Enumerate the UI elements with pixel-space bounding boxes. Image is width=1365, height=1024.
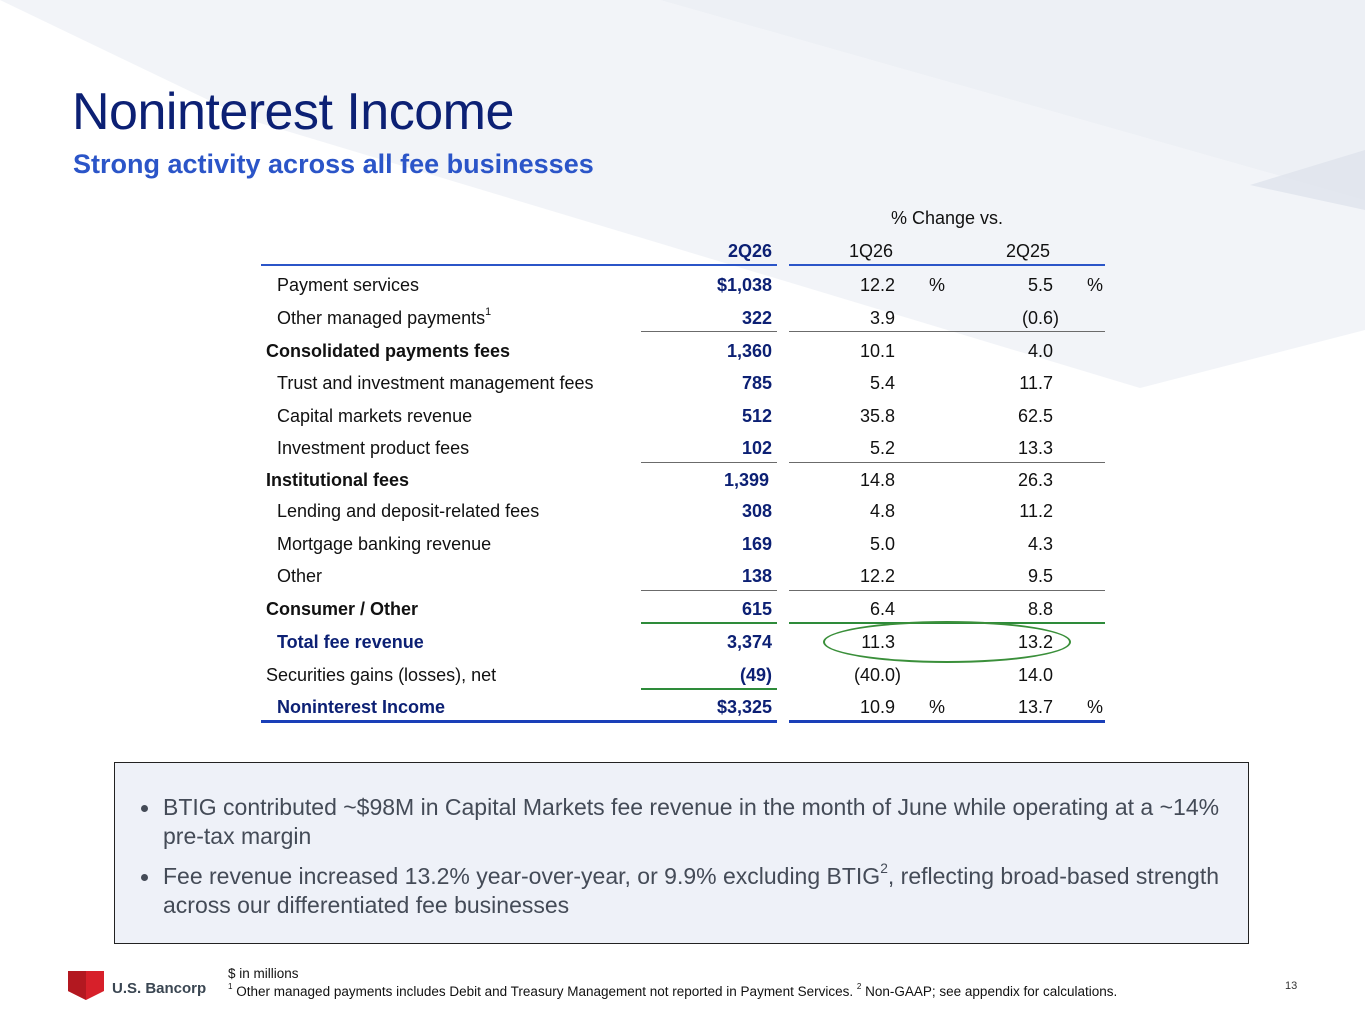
value-2q25-lending-deposit-fees: 11.2 — [1019, 501, 1053, 521]
value-2q25-other: 9.5 — [1027, 566, 1053, 586]
value-2q26-consumer-other: 615 — [741, 599, 772, 619]
row-label-other: Other — [277, 566, 323, 586]
value-2q26-other-managed-payments: 322 — [741, 308, 772, 328]
value-1q26-consolidated-payments-fees: 10.1 — [859, 341, 895, 361]
bottom-rule-left — [261, 720, 777, 723]
header-1q26: 1Q26 — [849, 241, 894, 261]
value-2q25-mortgage-banking-revenue: 4.3 — [1027, 534, 1053, 554]
value-2q26-capital-markets-revenue: 512 — [741, 406, 772, 426]
value-1q26-trust-investment-fees: 5.4 — [869, 373, 895, 393]
value-1q26-mortgage-banking-revenue: 5.0 — [869, 534, 895, 554]
key-point-btig-text: BTIG contributed ~$98M in Capital Market… — [163, 794, 1220, 849]
row-label-institutional-fees: Institutional fees — [266, 470, 410, 490]
value-2q26-consolidated-payments-fees: 1,360 — [726, 341, 772, 361]
value-2q25-investment-product-fees: 13.3 — [1017, 438, 1053, 458]
value-2q26-noninterest-income: $3,325 — [716, 697, 772, 717]
units-note: $ in millions — [228, 966, 299, 981]
value-1q26-investment-product-fees: 5.2 — [869, 438, 895, 458]
row-label-mortgage-banking-revenue: Mortgage banking revenue — [277, 534, 492, 554]
row-label-capital-markets-revenue: Capital markets revenue — [277, 406, 473, 426]
total-fee-highlight-oval — [823, 621, 1071, 663]
value-2q26-trust-investment-fees: 785 — [741, 373, 772, 393]
row-label-securities-gains: Securities gains (losses), net — [266, 665, 497, 685]
bullet-dot-icon — [141, 874, 148, 881]
header-2q25: 2Q25 — [1006, 241, 1051, 261]
noninterest-income-table: % Change vs. 2Q26 1Q26 2Q25 Payment serv… — [261, 208, 1105, 723]
header-rule-right — [789, 264, 1105, 266]
value-2q25-capital-markets-revenue: 62.5 — [1017, 406, 1053, 426]
value-1q26-securities-gains: (40.0) — [853, 665, 901, 685]
rule-noninterest-left — [641, 688, 777, 690]
percent-sign-1q26-total: % — [929, 697, 946, 717]
key-points-callout: BTIG contributed ~$98M in Capital Market… — [114, 762, 1249, 944]
key-point-fee-revenue-text-end: , reflecting broad-based strength across… — [163, 863, 1220, 918]
percent-sign-2q25-total: % — [1087, 697, 1104, 717]
value-1q26-institutional-fees: 14.8 — [859, 470, 895, 490]
value-2q26-lending-deposit-fees: 308 — [741, 501, 772, 521]
page-number: 13 — [1285, 980, 1298, 992]
row-label-consolidated-payments-fees: Consolidated payments fees — [266, 341, 511, 361]
value-2q25-trust-investment-fees: 11.7 — [1019, 373, 1053, 393]
row-label-investment-product-fees: Investment product fees — [277, 438, 470, 458]
us-bancorp-shield-logo-icon — [68, 971, 104, 1000]
footnotes: $ in millions 1 Other managed payments i… — [228, 965, 1188, 1001]
percent-sign-1q26: % — [929, 275, 946, 295]
value-2q26-other: 138 — [741, 566, 772, 586]
value-2q26-payment-services: $1,038 — [716, 275, 772, 295]
rule-subtotal-institutional-left — [641, 462, 777, 463]
value-2q25-other-managed-payments: (0.6) — [1021, 308, 1059, 328]
row-label-consumer-other: Consumer / Other — [266, 599, 419, 619]
key-point-fee-revenue-text-start: Fee revenue increased 13.2% year-over-ye… — [163, 863, 881, 889]
value-2q25-noninterest-income: 13.7 — [1017, 697, 1053, 717]
value-2q25-securities-gains: 14.0 — [1017, 665, 1053, 685]
value-1q26-noninterest-income: 10.9 — [859, 697, 895, 717]
rule-subtotal-institutional-right — [789, 462, 1105, 463]
header-percent-change: % Change vs. — [891, 208, 1004, 228]
value-1q26-other-managed-payments: 3.9 — [869, 308, 895, 328]
row-label-trust-investment-fees: Trust and investment management fees — [277, 373, 594, 393]
key-point-btig: BTIG contributed ~$98M in Capital Market… — [141, 793, 1243, 851]
footnote-marker-2: 2 — [880, 861, 888, 877]
value-2q25-consumer-other: 8.8 — [1027, 599, 1053, 619]
rule-subtotal-consumer-right — [789, 590, 1105, 591]
key-point-fee-revenue: Fee revenue increased 13.2% year-over-ye… — [141, 861, 1243, 920]
value-2q26-investment-product-fees: 102 — [741, 438, 772, 458]
row-label-lending-deposit-fees: Lending and deposit-related fees — [277, 501, 540, 521]
value-2q26-securities-gains: (49) — [739, 665, 772, 685]
value-1q26-consumer-other: 6.4 — [869, 599, 895, 619]
page-title: Noninterest Income — [72, 83, 514, 141]
row-label-other-managed-payments: Other managed payments1 — [277, 306, 492, 328]
rule-subtotal-payments-left — [641, 331, 777, 332]
value-1q26-capital-markets-revenue: 35.8 — [859, 406, 895, 426]
rule-total-fee-left — [641, 622, 777, 624]
header-rule-left — [261, 264, 777, 266]
page-subtitle: Strong activity across all fee businesse… — [73, 149, 594, 179]
header-2q26: 2Q26 — [727, 241, 772, 261]
brand-name: U.S. Bancorp — [112, 980, 207, 997]
value-1q26-other: 12.2 — [859, 566, 895, 586]
value-1q26-payment-services: 12.2 — [859, 275, 895, 295]
footnote-marker-1: 1 — [485, 306, 492, 318]
bullet-dot-icon — [141, 805, 148, 812]
value-2q26-mortgage-banking-revenue: 169 — [741, 534, 772, 554]
percent-sign-2q25: % — [1087, 275, 1104, 295]
footnote-text: 1 Other managed payments includes Debit … — [228, 981, 1118, 999]
row-label-total-fee-revenue: Total fee revenue — [277, 632, 424, 652]
value-2q25-payment-services: 5.5 — [1027, 275, 1053, 295]
value-2q25-institutional-fees: 26.3 — [1017, 470, 1053, 490]
rule-subtotal-payments-right — [789, 331, 1105, 332]
value-1q26-lending-deposit-fees: 4.8 — [869, 501, 895, 521]
row-label-payment-services: Payment services — [277, 275, 420, 295]
value-2q26-total-fee-revenue: 3,374 — [726, 632, 772, 652]
bottom-rule-right — [789, 720, 1105, 723]
value-2q25-consolidated-payments-fees: 4.0 — [1027, 341, 1053, 361]
row-label-noninterest-income: Noninterest Income — [277, 697, 446, 717]
rule-subtotal-consumer-left — [641, 590, 777, 591]
value-2q26-institutional-fees: 1,399 — [723, 470, 769, 490]
